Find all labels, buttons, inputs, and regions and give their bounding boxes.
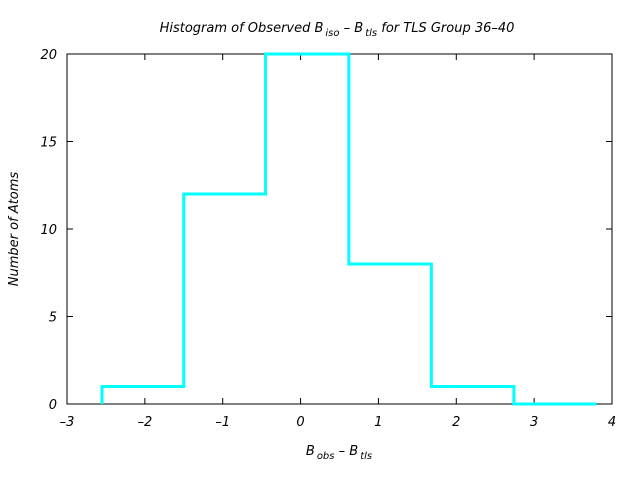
chart-title-prefix: Histogram of Observed B — [160, 21, 324, 36]
y-tick-label: 5 — [49, 311, 57, 326]
x-tick-label: –2 — [137, 415, 152, 430]
x-tick-label: 4 — [608, 415, 616, 430]
x-tick-label: –3 — [60, 415, 75, 430]
x-axis-label-sub1: obs — [317, 451, 335, 462]
histogram-bar — [102, 387, 184, 405]
chart-title-sub1: iso — [325, 28, 339, 39]
histogram-series-line — [100, 52, 597, 406]
y-tick-label: 0 — [49, 398, 57, 413]
chart-title-middle: – B — [340, 21, 364, 36]
x-tick-label: 2 — [452, 415, 460, 430]
x-axis-label-sub2: tls — [360, 451, 372, 462]
histogram-bar — [349, 264, 432, 404]
histogram-bar — [431, 387, 514, 405]
x-axis-label-base1: B — [306, 444, 315, 459]
chart-title-sub2: tls — [365, 28, 377, 39]
x-tick-label: –1 — [215, 415, 230, 430]
x-tick-label: 3 — [530, 415, 538, 430]
y-axis-label: Number of Atoms — [7, 172, 22, 287]
y-axis-ticks: 0 5 10 15 20 — [40, 48, 612, 413]
y-tick-label: 10 — [40, 223, 57, 238]
histogram-bar — [184, 194, 266, 404]
y-tick-label: 20 — [40, 48, 57, 63]
histogram-bar — [266, 54, 349, 404]
x-axis-label-middle: – B — [335, 444, 359, 459]
chart-title-suffix: for TLS Group 36–40 — [377, 21, 514, 36]
x-tick-label: 0 — [296, 415, 304, 430]
histogram-bins — [102, 54, 514, 404]
x-axis-ticks: –3 –2 –1 0 1 2 3 4 — [60, 54, 616, 430]
y-tick-label: 15 — [40, 136, 57, 151]
x-tick-label: 1 — [374, 415, 382, 430]
